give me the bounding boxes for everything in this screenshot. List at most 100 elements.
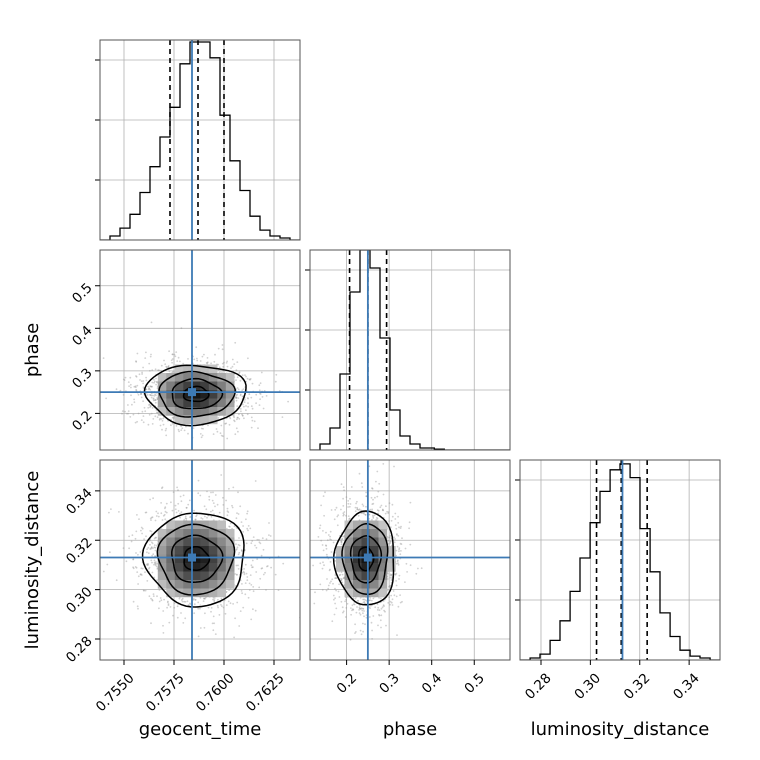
sample-point (158, 418, 161, 421)
sample-point (162, 423, 165, 426)
sample-point (382, 463, 385, 465)
sample-point (330, 539, 333, 541)
sample-point (153, 544, 156, 547)
density-cell (208, 554, 218, 564)
density-cell (157, 390, 167, 399)
sample-point (369, 607, 371, 609)
sample-point (215, 428, 218, 430)
sample-point (237, 491, 239, 494)
sample-point (172, 416, 175, 419)
density-cell (353, 537, 362, 547)
sample-point (382, 509, 385, 512)
density-cell (361, 563, 371, 572)
density-cell (200, 520, 209, 530)
sample-point (226, 360, 229, 363)
sample-point (341, 573, 344, 576)
density-cell (166, 563, 175, 572)
sample-point (234, 341, 237, 344)
sample-point (141, 532, 144, 535)
sample-point (247, 402, 249, 404)
axes-frame (99, 39, 301, 241)
sample-point (128, 547, 131, 550)
sample-point (241, 583, 243, 585)
sample-point (369, 599, 371, 601)
x-axis-luminosity_distance: 0.28 0.30 0.32 0.34 luminosity_distance (522, 660, 709, 740)
sample-point (235, 379, 237, 381)
sample-point (130, 540, 133, 543)
density-cell (378, 537, 388, 547)
sample-point (154, 563, 157, 565)
sample-point (135, 375, 138, 378)
sample-point (233, 636, 236, 639)
sample-point (332, 594, 335, 597)
sample-point (102, 570, 105, 573)
sample-point (212, 433, 215, 435)
density-cell (174, 415, 184, 425)
density-cell (191, 364, 201, 374)
sample-point (145, 535, 147, 538)
sample-point (154, 549, 157, 552)
sample-point (420, 567, 423, 570)
sample-point (161, 519, 164, 521)
sample-point (150, 412, 153, 415)
sample-point (236, 405, 239, 407)
density-cell (217, 588, 226, 598)
sample-point (137, 583, 140, 585)
sample-point (265, 538, 268, 541)
sample-point (149, 530, 152, 532)
sample-point (210, 610, 212, 613)
sample-point (127, 412, 130, 415)
sample-point (237, 416, 239, 419)
sample-point (218, 511, 221, 514)
sample-point (340, 541, 343, 544)
sample-point (355, 502, 357, 505)
sample-point (389, 526, 392, 529)
sample-point (323, 564, 325, 567)
sample-point (378, 609, 381, 611)
sample-point (246, 527, 249, 530)
sample-point (153, 559, 156, 562)
sample-point (230, 367, 232, 369)
density-cell (208, 588, 218, 598)
sample-point (390, 601, 393, 604)
sample-point (153, 380, 156, 383)
density-cell (378, 563, 388, 572)
sample-point (156, 579, 159, 581)
sample-point (392, 590, 395, 592)
sample-point (205, 362, 208, 364)
sample-point (136, 352, 139, 355)
sample-point (150, 385, 152, 388)
sample-point (329, 530, 332, 533)
sample-point (241, 389, 244, 392)
sample-point (227, 600, 230, 603)
sample-point (372, 515, 375, 518)
sample-point (255, 571, 258, 573)
sample-point (395, 572, 398, 575)
sample-point (394, 538, 396, 540)
sample-point (212, 596, 215, 599)
x-tick-label: 0.7600 (193, 670, 238, 715)
panel-content (100, 250, 300, 450)
sample-point (217, 369, 220, 372)
sample-point (250, 426, 253, 429)
sample-point (372, 502, 375, 505)
sample-point (134, 385, 137, 388)
density-cell (225, 537, 235, 547)
sample-point (149, 406, 151, 409)
sample-point (252, 536, 255, 538)
sample-point (388, 596, 391, 599)
sample-point (340, 600, 343, 603)
sample-point (155, 383, 158, 386)
sample-point (132, 567, 135, 570)
sample-point (336, 515, 339, 518)
sample-point (275, 373, 278, 376)
sample-point (389, 535, 392, 537)
density-cell (166, 398, 175, 408)
sample-point (369, 597, 372, 599)
sample-point (397, 605, 400, 608)
sample-point (134, 537, 137, 540)
sample-point (391, 503, 394, 506)
sample-point (216, 604, 219, 607)
sample-point (140, 392, 143, 395)
density-cell (174, 546, 184, 555)
